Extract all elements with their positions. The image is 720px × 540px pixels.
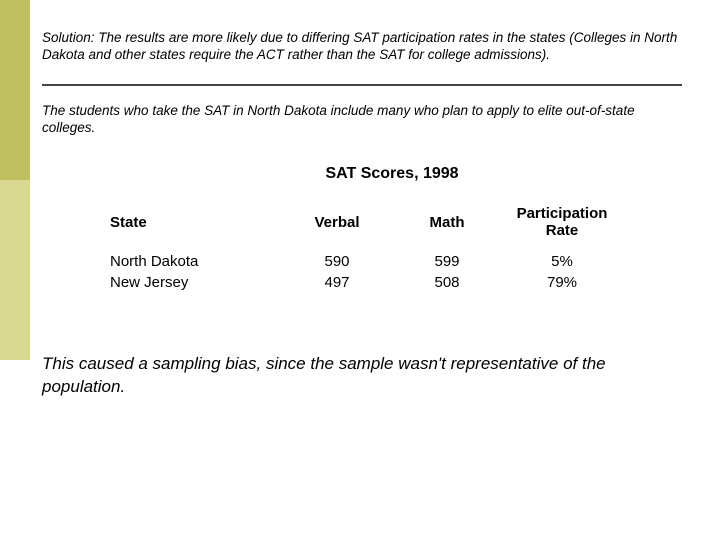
table-row: North Dakota 590 599 5% bbox=[102, 251, 622, 272]
solution-paragraph: Solution: The results are more likely du… bbox=[42, 30, 682, 64]
cell-participation: 5% bbox=[502, 251, 622, 272]
cell-math: 599 bbox=[392, 251, 502, 272]
sidebar bbox=[0, 0, 30, 540]
col-header-verbal: Verbal bbox=[282, 203, 392, 252]
col-header-participation: Participation Rate bbox=[502, 203, 622, 252]
table-row: New Jersey 497 508 79% bbox=[102, 272, 622, 293]
participation-line1: Participation bbox=[510, 205, 614, 222]
table-header-row: State Verbal Math Participation Rate bbox=[102, 203, 622, 252]
sidebar-block bbox=[0, 0, 30, 180]
col-header-math: Math bbox=[392, 203, 502, 252]
sidebar-block bbox=[0, 180, 30, 360]
cell-math: 508 bbox=[392, 272, 502, 293]
sidebar-block bbox=[0, 360, 30, 540]
cell-verbal: 590 bbox=[282, 251, 392, 272]
sat-table-container: SAT Scores, 1998 State Verbal Math Parti… bbox=[102, 165, 682, 294]
col-header-state: State bbox=[102, 203, 282, 252]
cell-verbal: 497 bbox=[282, 272, 392, 293]
main-content: Solution: The results are more likely du… bbox=[42, 30, 682, 399]
cell-participation: 79% bbox=[502, 272, 622, 293]
table-title: SAT Scores, 1998 bbox=[102, 165, 682, 183]
context-paragraph: The students who take the SAT in North D… bbox=[42, 102, 682, 137]
cell-state: North Dakota bbox=[102, 251, 282, 272]
participation-line2: Rate bbox=[510, 222, 614, 239]
sat-table: State Verbal Math Participation Rate Nor… bbox=[102, 203, 622, 294]
cell-state: New Jersey bbox=[102, 272, 282, 293]
conclusion-paragraph: This caused a sampling bias, since the s… bbox=[42, 353, 682, 399]
divider bbox=[42, 84, 682, 86]
